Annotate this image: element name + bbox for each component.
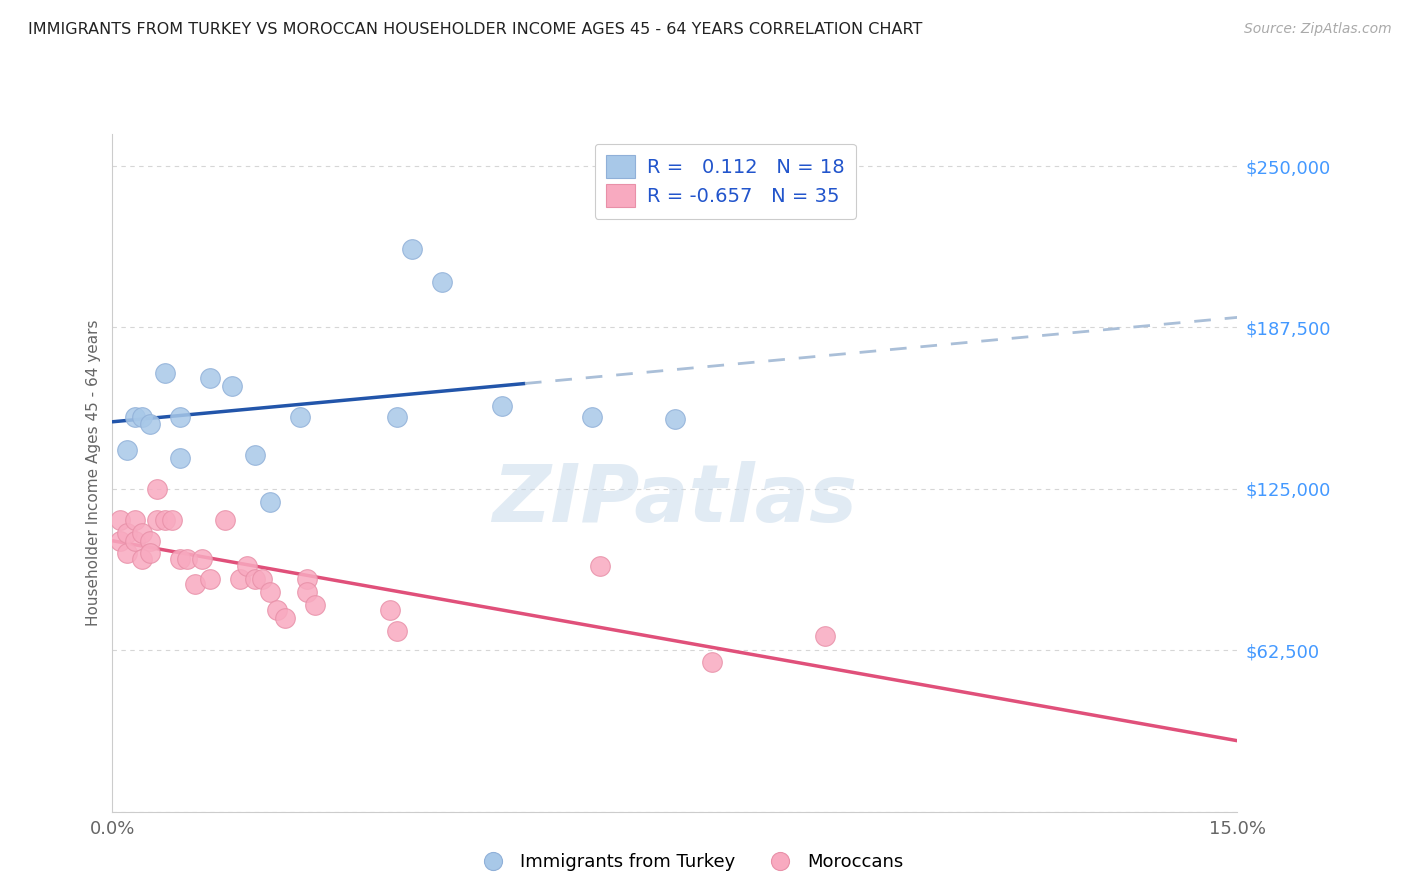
Point bbox=[236, 559, 259, 574]
Point bbox=[288, 409, 311, 424]
Point bbox=[146, 513, 169, 527]
Point bbox=[139, 533, 162, 548]
Point bbox=[169, 551, 191, 566]
Point bbox=[124, 533, 146, 548]
Point bbox=[491, 399, 513, 413]
Point bbox=[387, 409, 409, 424]
Text: Source: ZipAtlas.com: Source: ZipAtlas.com bbox=[1244, 22, 1392, 37]
Point bbox=[124, 513, 146, 527]
Point bbox=[274, 611, 297, 625]
Y-axis label: Householder Income Ages 45 - 64 years: Householder Income Ages 45 - 64 years bbox=[86, 319, 101, 626]
Point bbox=[664, 412, 686, 426]
Point bbox=[131, 551, 153, 566]
Point bbox=[229, 572, 252, 586]
Point bbox=[117, 525, 139, 540]
Point bbox=[243, 572, 266, 586]
Point bbox=[259, 495, 281, 509]
Point bbox=[297, 585, 319, 599]
Point bbox=[153, 513, 176, 527]
Point bbox=[169, 450, 191, 465]
Point bbox=[304, 598, 326, 612]
Point bbox=[589, 559, 612, 574]
Point bbox=[117, 546, 139, 560]
Point bbox=[191, 551, 214, 566]
Text: IMMIGRANTS FROM TURKEY VS MOROCCAN HOUSEHOLDER INCOME AGES 45 - 64 YEARS CORRELA: IMMIGRANTS FROM TURKEY VS MOROCCAN HOUSE… bbox=[28, 22, 922, 37]
Point bbox=[702, 655, 724, 669]
Point bbox=[401, 242, 423, 256]
Point bbox=[176, 551, 198, 566]
Point bbox=[124, 409, 146, 424]
Point bbox=[814, 629, 837, 643]
Point bbox=[198, 572, 221, 586]
Point bbox=[131, 409, 153, 424]
Point bbox=[153, 366, 176, 380]
Point bbox=[139, 546, 162, 560]
Point bbox=[432, 275, 454, 289]
Point bbox=[214, 513, 236, 527]
Point bbox=[146, 482, 169, 496]
Point bbox=[259, 585, 281, 599]
Point bbox=[297, 572, 319, 586]
Point bbox=[108, 533, 131, 548]
Point bbox=[184, 577, 207, 591]
Point bbox=[108, 513, 131, 527]
Legend: R =   0.112   N = 18, R = -0.657   N = 35: R = 0.112 N = 18, R = -0.657 N = 35 bbox=[595, 144, 856, 219]
Point bbox=[378, 603, 401, 617]
Point bbox=[266, 603, 288, 617]
Point bbox=[243, 448, 266, 462]
Point bbox=[581, 409, 603, 424]
Point bbox=[387, 624, 409, 638]
Point bbox=[252, 572, 274, 586]
Point bbox=[198, 371, 221, 385]
Point bbox=[221, 378, 243, 392]
Legend: Immigrants from Turkey, Moroccans: Immigrants from Turkey, Moroccans bbox=[467, 847, 911, 879]
Text: ZIPatlas: ZIPatlas bbox=[492, 461, 858, 539]
Point bbox=[117, 443, 139, 458]
Point bbox=[162, 513, 184, 527]
Point bbox=[131, 525, 153, 540]
Point bbox=[139, 417, 162, 432]
Point bbox=[169, 409, 191, 424]
